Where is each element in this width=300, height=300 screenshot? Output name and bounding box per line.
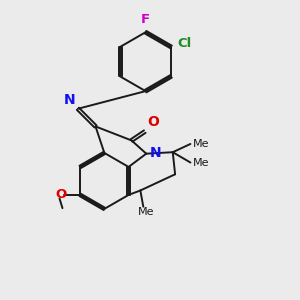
- Text: N: N: [64, 93, 76, 107]
- Text: Me: Me: [193, 158, 209, 167]
- Text: F: F: [141, 13, 150, 26]
- Text: Cl: Cl: [178, 38, 192, 50]
- Text: N: N: [150, 146, 161, 160]
- Text: Me: Me: [193, 139, 209, 149]
- Text: O: O: [56, 188, 67, 201]
- Text: O: O: [148, 115, 160, 129]
- Text: Me: Me: [137, 207, 154, 217]
